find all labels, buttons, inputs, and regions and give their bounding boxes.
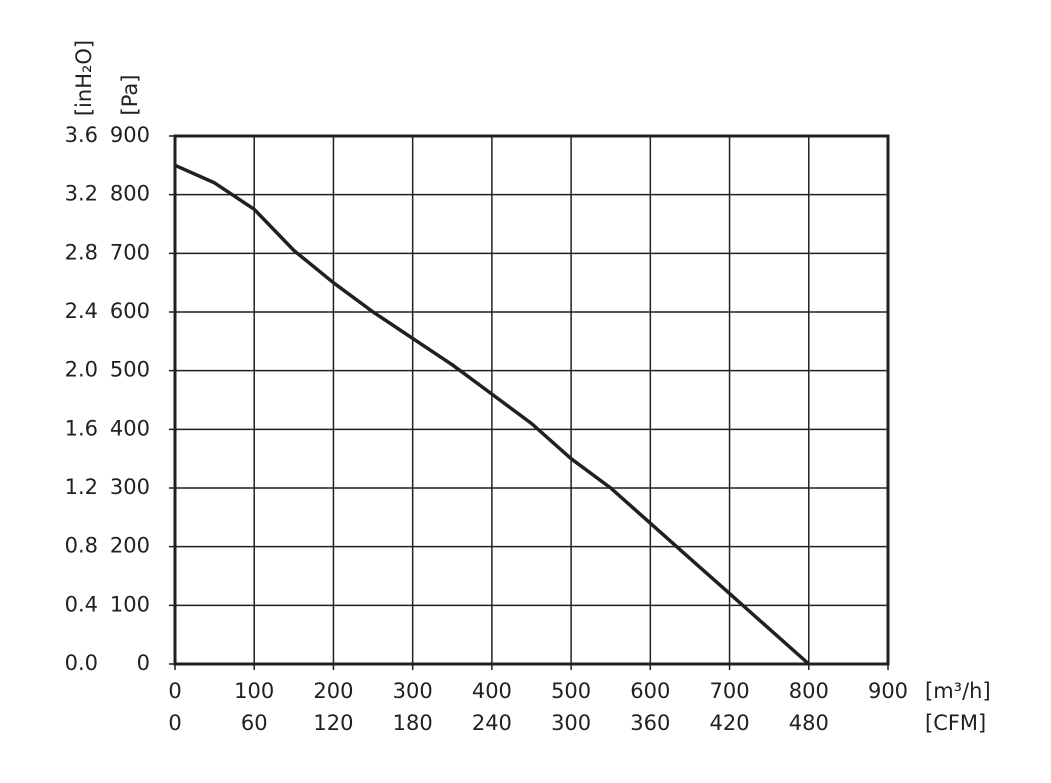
x2-tick-label: 420 [710, 711, 750, 735]
x2-tick-label: 0 [168, 711, 181, 735]
x-axis-label: [m³/h] [925, 679, 991, 703]
x2-tick-label: 360 [630, 711, 670, 735]
y2-axis-label: [inH₂O] [72, 40, 96, 116]
y-tick-label: 500 [110, 358, 150, 382]
y2-tick-label: 0.8 [65, 534, 98, 558]
y2-tick-label: 2.4 [65, 299, 98, 323]
y2-tick-label: 1.6 [65, 416, 98, 440]
x-tick-label: 500 [551, 679, 591, 703]
y-tick-label: 300 [110, 475, 150, 499]
x-tick-label: 700 [710, 679, 750, 703]
y-tick-label: 100 [110, 592, 150, 616]
x2-tick-label: 180 [393, 711, 433, 735]
x2-tick-label: 480 [789, 711, 829, 735]
y-tick-label: 200 [110, 534, 150, 558]
x-tick-label: 100 [234, 679, 274, 703]
y2-tick-label: 0.0 [65, 651, 98, 675]
y-tick-label: 700 [110, 240, 150, 264]
y2-tick-label: 0.4 [65, 592, 98, 616]
y2-tick-label: 3.6 [65, 123, 98, 147]
plot-frame [173, 134, 890, 666]
x2-axis-label: [CFM] [925, 711, 986, 735]
y2-tick-label: 2.8 [65, 240, 98, 264]
x-tick-label: 200 [313, 679, 353, 703]
x-tick-label: 400 [472, 679, 512, 703]
y-axis-label: [Pa] [118, 75, 142, 116]
x-tick-label: 300 [393, 679, 433, 703]
x-tick-label: 900 [868, 679, 908, 703]
y2-tick-label: 2.0 [65, 358, 98, 382]
y2-tick-label: 1.2 [65, 475, 98, 499]
x2-tick-label: 300 [551, 711, 591, 735]
y2-tick-label: 3.2 [65, 182, 98, 206]
x-tick-label: 600 [630, 679, 670, 703]
x-tick-label: 0 [168, 679, 181, 703]
y-tick-label: 800 [110, 182, 150, 206]
y-tick-label: 900 [110, 123, 150, 147]
y-tick-label: 600 [110, 299, 150, 323]
x-tick-label: 800 [789, 679, 829, 703]
x2-tick-label: 120 [313, 711, 353, 735]
y-tick-label: 0 [137, 651, 150, 675]
x2-tick-label: 240 [472, 711, 512, 735]
x2-tick-label: 60 [241, 711, 268, 735]
y-tick-label: 400 [110, 416, 150, 440]
curve [174, 163, 810, 666]
